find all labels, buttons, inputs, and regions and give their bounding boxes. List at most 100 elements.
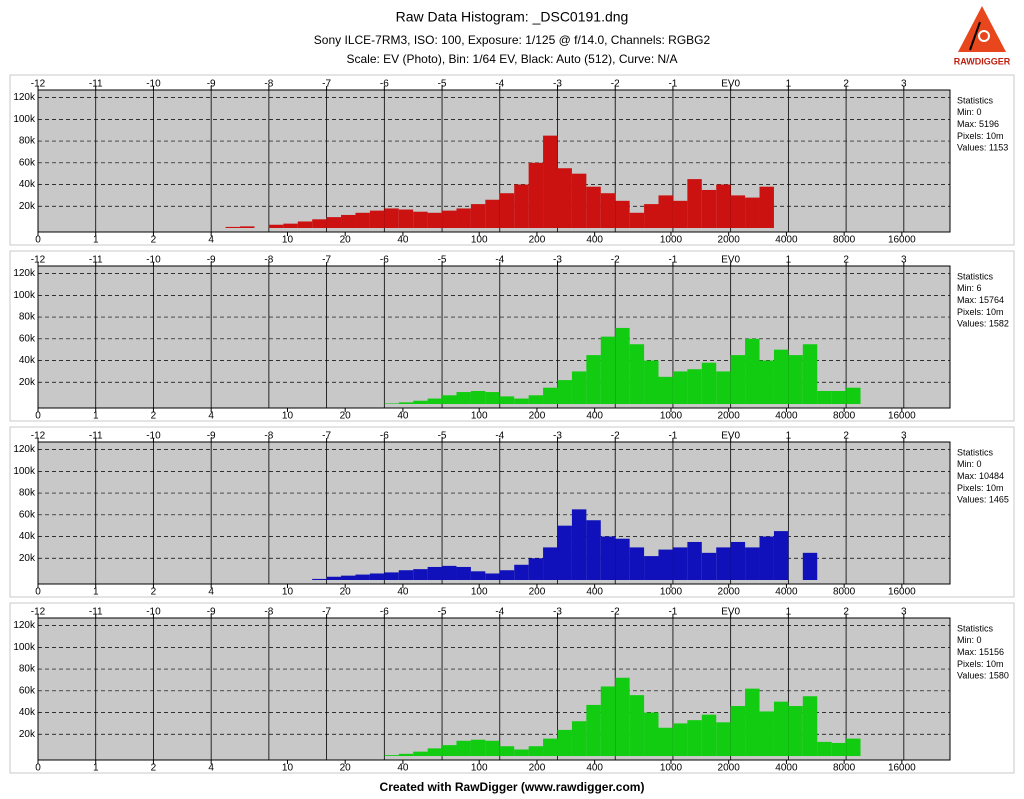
bar (398, 570, 414, 580)
x2-tick-label: 20 (340, 763, 352, 774)
x-tick-label: -8 (264, 79, 273, 90)
x2-tick-label: 40 (397, 411, 409, 422)
bar (586, 520, 601, 580)
bar (442, 395, 457, 404)
bar (528, 395, 544, 404)
x2-tick-label: 10 (282, 411, 294, 422)
x2-tick-label: 1 (93, 587, 99, 598)
bar (730, 195, 746, 228)
bar (442, 745, 457, 756)
bar (701, 189, 717, 228)
x2-tick-label: 100 (471, 411, 488, 422)
y-tick-label: 60k (19, 157, 36, 168)
bar (817, 741, 832, 756)
bar (716, 371, 731, 404)
bar (442, 565, 457, 580)
x-tick-label: 2 (843, 431, 849, 442)
bar (615, 327, 630, 404)
y-tick-label: 80k (19, 136, 36, 147)
bar (701, 714, 717, 756)
x-tick-label: 3 (901, 79, 907, 90)
y-tick-label: 100k (13, 290, 36, 301)
stats-line: Max: 15764 (957, 295, 1004, 305)
x-tick-label: EV0 (721, 431, 740, 442)
x2-tick-label: 16000 (888, 411, 916, 422)
stats-line: Max: 10484 (957, 471, 1004, 481)
x-tick-label: -9 (207, 607, 216, 618)
stats-line: Values: 1465 (957, 495, 1009, 505)
bar (600, 536, 616, 580)
bar (297, 221, 313, 228)
x2-tick-label: 4000 (775, 763, 798, 774)
bar (571, 173, 587, 228)
bar (543, 738, 558, 756)
bar (658, 195, 673, 228)
x-tick-label: -10 (146, 255, 161, 266)
y-tick-label: 40k (19, 707, 36, 718)
bar (413, 751, 428, 756)
stats-line: Statistics (957, 447, 994, 457)
logo-triangle (958, 6, 1006, 52)
bar (759, 360, 774, 404)
x-tick-label: -5 (438, 607, 447, 618)
logo-text: RAWDIGGER (954, 56, 1011, 66)
x-tick-label: -2 (611, 255, 620, 266)
bar (499, 746, 515, 756)
y-tick-label: 120k (13, 268, 36, 279)
y-tick-label: 60k (19, 333, 36, 344)
x2-tick-label: 1 (93, 411, 99, 422)
bar (485, 392, 500, 404)
bar (730, 541, 746, 580)
x2-tick-label: 2 (151, 587, 157, 598)
y-tick-label: 80k (19, 312, 36, 323)
bar (629, 344, 645, 404)
x-tick-label: -8 (264, 431, 273, 442)
x-tick-label: 3 (901, 431, 907, 442)
x2-tick-label: 20 (340, 235, 352, 246)
x2-tick-label: 16000 (888, 763, 916, 774)
bar (716, 722, 731, 756)
x2-tick-label: 10 (282, 587, 294, 598)
bar (514, 564, 529, 580)
report-subtitle: Sony ILCE-7RM3, ISO: 100, Exposure: 1/12… (314, 33, 711, 47)
bar (456, 566, 471, 580)
stats-line: Values: 1582 (957, 319, 1009, 329)
stats-line: Statistics (957, 623, 994, 633)
y-tick-label: 20k (19, 377, 36, 388)
x-tick-label: -1 (668, 79, 677, 90)
bar (629, 695, 645, 756)
x2-tick-label: 4 (208, 763, 214, 774)
bar (557, 168, 572, 228)
bar (716, 184, 731, 228)
bar (687, 369, 702, 404)
x-tick-label: -10 (146, 79, 161, 90)
x-tick-label: -2 (611, 607, 620, 618)
bar (485, 740, 500, 756)
bar (759, 536, 774, 580)
y-tick-label: 20k (19, 553, 36, 564)
x-tick-label: -1 (668, 255, 677, 266)
logo: RAWDIGGER (954, 6, 1011, 66)
stats-line: Min: 0 (957, 107, 982, 117)
stats-line: Pixels: 10m (957, 483, 1004, 493)
y-tick-label: 80k (19, 664, 36, 675)
bar (355, 574, 370, 580)
bar (701, 552, 717, 580)
x2-tick-label: 40 (397, 763, 409, 774)
x-tick-label: -6 (380, 431, 389, 442)
x-tick-label: -5 (438, 431, 447, 442)
x-tick-label: -5 (438, 79, 447, 90)
x-tick-label: 1 (786, 255, 792, 266)
x2-tick-label: 400 (586, 411, 603, 422)
x-tick-label: 1 (786, 79, 792, 90)
x-tick-label: 2 (843, 79, 849, 90)
bar (485, 199, 500, 228)
bar (341, 575, 356, 580)
x-tick-label: -3 (553, 607, 562, 618)
x-tick-label: 2 (843, 607, 849, 618)
x2-tick-label: 16000 (888, 587, 916, 598)
bar (831, 390, 847, 404)
bar (745, 547, 760, 580)
